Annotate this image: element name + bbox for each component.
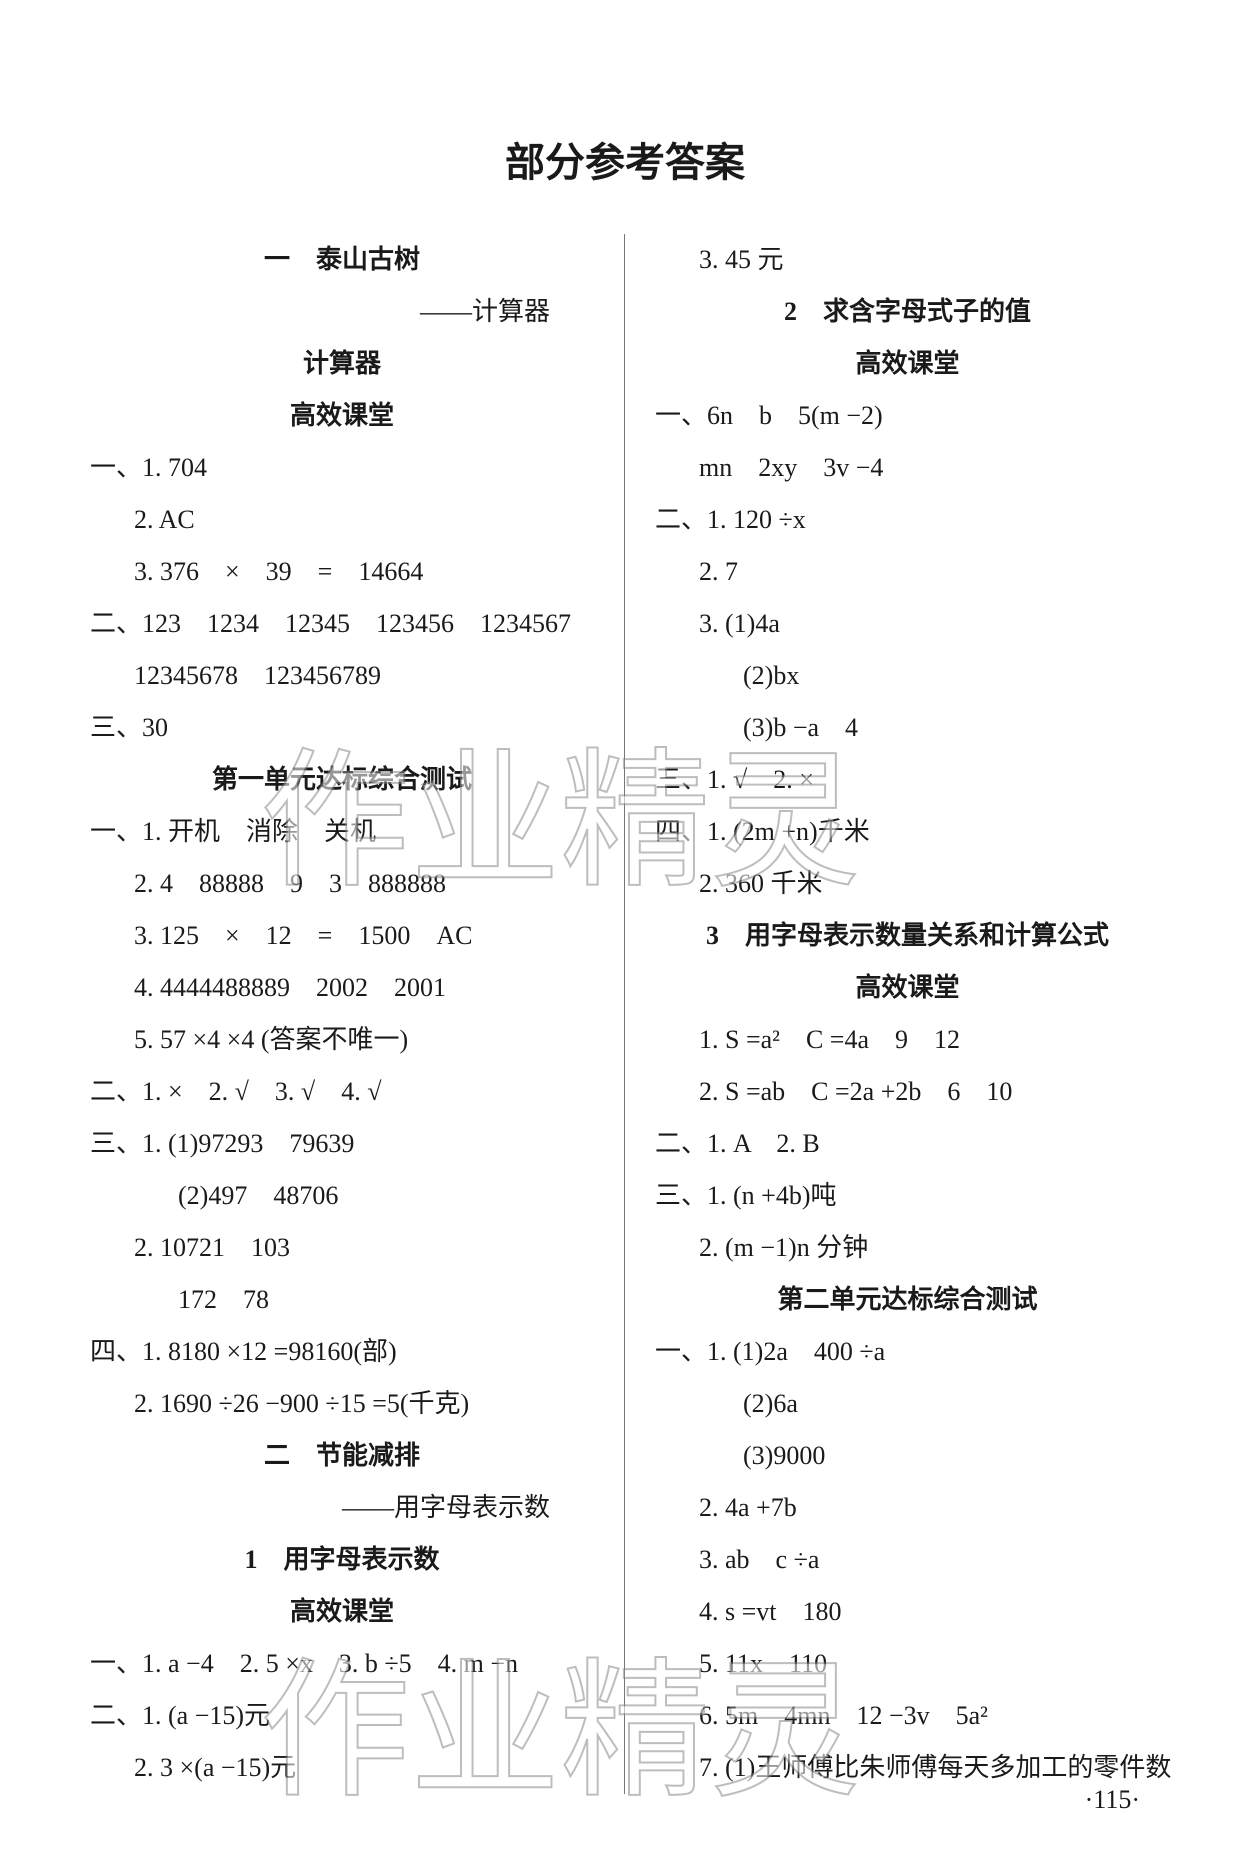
heading-gxkt3: 高效课堂 [655, 338, 1160, 390]
answer-line: 三、1. √ 2. × [655, 754, 1160, 806]
answer-line: 172 78 [90, 1274, 594, 1326]
answer-line: (2)6a [655, 1378, 1160, 1430]
answer-line: 三、1. (n +4b)吨 [655, 1170, 1160, 1222]
heading-test2: 第二单元达标综合测试 [655, 1274, 1160, 1326]
answer-line: 2. 3 ×(a −15)元 [90, 1742, 594, 1794]
answer-line: 一、1. 704 [90, 442, 594, 494]
answer-line: (2)497 48706 [90, 1170, 594, 1222]
answer-line: 1. S =a² C =4a 9 12 [655, 1014, 1160, 1066]
answer-line: (3)9000 [655, 1430, 1160, 1482]
answer-line: 2. AC [90, 494, 594, 546]
answer-line: (2)bx [655, 650, 1160, 702]
answer-line: 4. 4444488889 2002 2001 [90, 962, 594, 1014]
answer-line: 12345678 123456789 [90, 650, 594, 702]
answer-line: (3)b −a 4 [655, 702, 1160, 754]
heading-sec1: 1 用字母表示数 [90, 1534, 594, 1586]
answer-line: 一、1. (1)2a 400 ÷a [655, 1326, 1160, 1378]
answer-line: 2. 1690 ÷26 −900 ÷15 =5(千克) [90, 1378, 594, 1430]
answer-line: mn 2xy 3v −4 [655, 442, 1160, 494]
answer-line: 三、30 [90, 702, 594, 754]
answer-line: 三、1. (1)97293 79639 [90, 1118, 594, 1170]
right-column: 3. 45 元 2 求含字母式子的值 高效课堂 一、6n b 5(m −2) m… [625, 234, 1160, 1794]
answer-line: 2. 4a +7b [655, 1482, 1160, 1534]
answer-line: 2. 4 88888 9 3 888888 [90, 858, 594, 910]
answer-line: 二、1. 120 ÷x [655, 494, 1160, 546]
answer-line: 一、1. a −4 2. 5 ×x 3. b ÷5 4. m −n [90, 1638, 594, 1690]
answer-line: 2. 360 千米 [655, 858, 1160, 910]
answer-line: 5. 57 ×4 ×4 (答案不唯一) [90, 1014, 594, 1066]
answer-line: 5. 11x 110 [655, 1638, 1160, 1690]
answer-line: 四、1. (2m +n)千米 [655, 806, 1160, 858]
answer-line: 一、6n b 5(m −2) [655, 390, 1160, 442]
heading-unit1: 一 泰山古树 [90, 234, 594, 286]
answer-line: 二、1. × 2. √ 3. √ 4. √ [90, 1066, 594, 1118]
left-column: 一 泰山古树 ——计算器 计算器 高效课堂 一、1. 704 2. AC 3. … [90, 234, 625, 1794]
answer-line: 二、1. A 2. B [655, 1118, 1160, 1170]
answer-line: 一、1. 开机 消除 关机 [90, 806, 594, 858]
heading-sec2: 2 求含字母式子的值 [655, 286, 1160, 338]
answer-line: 3. 45 元 [655, 234, 1160, 286]
answer-line: 2. 7 [655, 546, 1160, 598]
answer-line: 3. ab c ÷a [655, 1534, 1160, 1586]
answer-line: 二、1. (a −15)元 [90, 1690, 594, 1742]
heading-gxkt2: 高效课堂 [90, 1586, 594, 1638]
heading-gxkt1: 高效课堂 [90, 390, 594, 442]
heading-calc: 计算器 [90, 338, 594, 390]
heading-unit2: 二 节能减排 [90, 1430, 594, 1482]
answer-line: 2. 10721 103 [90, 1222, 594, 1274]
heading-gxkt4: 高效课堂 [655, 962, 1160, 1014]
answer-line: 3. (1)4a [655, 598, 1160, 650]
answer-line: 二、123 1234 12345 123456 1234567 [90, 598, 594, 650]
answer-line: 2. S =ab C =2a +2b 6 10 [655, 1066, 1160, 1118]
answer-line: 4. s =vt 180 [655, 1586, 1160, 1638]
heading-test1: 第一单元达标综合测试 [90, 754, 594, 806]
answer-line: 2. (m −1)n 分钟 [655, 1222, 1160, 1274]
columns-wrap: 一 泰山古树 ——计算器 计算器 高效课堂 一、1. 704 2. AC 3. … [90, 234, 1160, 1794]
subheading-unit1: ——计算器 [90, 286, 594, 338]
page-title: 部分参考答案 [90, 130, 1160, 188]
heading-sec3: 3 用字母表示数量关系和计算公式 [655, 910, 1160, 962]
subheading-unit2: ——用字母表示数 [90, 1482, 594, 1534]
answer-line: 6. 5m 4mn 12 −3v 5a² [655, 1690, 1160, 1742]
answer-line: 四、1. 8180 ×12 =98160(部) [90, 1326, 594, 1378]
answer-line: 3. 125 × 12 = 1500 AC [90, 910, 594, 962]
answer-line: 3. 376 × 39 = 14664 [90, 546, 594, 598]
page-number: ·115· [1085, 1785, 1140, 1815]
page: 部分参考答案 一 泰山古树 ——计算器 计算器 高效课堂 一、1. 704 2.… [0, 0, 1250, 1865]
